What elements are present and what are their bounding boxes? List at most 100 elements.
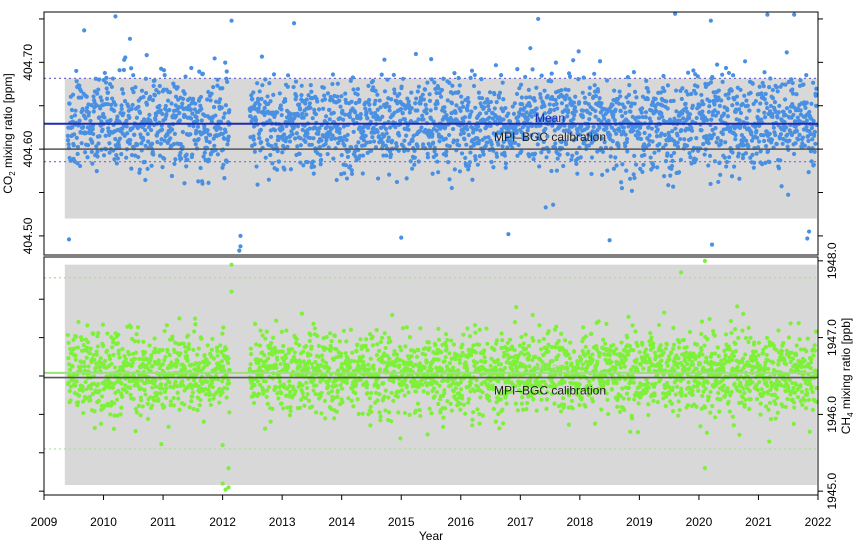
data-point xyxy=(593,93,598,99)
data-point xyxy=(255,379,260,384)
data-point xyxy=(559,331,564,336)
data-point xyxy=(389,390,394,395)
data-point xyxy=(171,395,176,401)
data-point xyxy=(537,164,542,169)
data-point xyxy=(572,105,578,110)
data-point xyxy=(534,408,539,413)
data-point xyxy=(539,73,544,78)
data-point xyxy=(707,99,712,104)
data-point xyxy=(329,389,334,394)
data-point xyxy=(791,151,797,157)
y-axis-title: CO2 mixing ratio [ppm] xyxy=(1,73,17,194)
data-point xyxy=(300,111,305,116)
data-point xyxy=(737,176,742,181)
data-point xyxy=(149,127,154,133)
data-point xyxy=(433,86,438,92)
data-point xyxy=(291,84,296,90)
data-point xyxy=(83,150,88,155)
data-point xyxy=(457,169,463,174)
data-point xyxy=(224,346,229,352)
data-point xyxy=(618,108,623,113)
data-point xyxy=(502,365,508,371)
data-point xyxy=(139,398,144,403)
data-point xyxy=(97,388,102,393)
data-point xyxy=(436,337,442,342)
data-point xyxy=(422,87,428,92)
data-point xyxy=(84,345,90,350)
data-point xyxy=(253,117,259,122)
data-point xyxy=(454,103,459,108)
data-point xyxy=(499,129,505,134)
data-point xyxy=(274,167,280,172)
data-point xyxy=(143,76,148,81)
data-point xyxy=(457,143,462,148)
data-point xyxy=(273,142,278,147)
data-point xyxy=(464,142,469,147)
data-point-outlier xyxy=(709,242,715,247)
data-point xyxy=(264,329,269,334)
data-point xyxy=(566,87,571,93)
data-point xyxy=(308,135,313,141)
data-point xyxy=(403,344,408,349)
data-point xyxy=(707,153,713,159)
data-point xyxy=(613,155,618,160)
data-point xyxy=(480,390,485,395)
data-point xyxy=(387,172,392,177)
data-point xyxy=(365,391,370,396)
data-point xyxy=(646,385,651,390)
data-point xyxy=(475,384,480,390)
data-point xyxy=(400,326,406,331)
data-point xyxy=(701,102,706,107)
data-point xyxy=(604,78,610,83)
data-point xyxy=(517,343,523,348)
data-point xyxy=(441,378,447,383)
data-point xyxy=(167,90,173,95)
data-point xyxy=(304,97,309,102)
data-point xyxy=(318,152,323,158)
data-point xyxy=(565,151,570,157)
data-point xyxy=(397,133,402,138)
data-point xyxy=(645,380,651,386)
data-point xyxy=(444,347,449,352)
data-point-outlier xyxy=(291,21,297,26)
data-point xyxy=(431,140,436,145)
data-point xyxy=(98,364,103,370)
data-point xyxy=(442,359,447,364)
data-point xyxy=(487,107,492,113)
data-point xyxy=(292,350,298,355)
data-point xyxy=(209,119,214,124)
data-point xyxy=(90,127,95,132)
data-point xyxy=(559,88,564,93)
data-point xyxy=(453,110,458,115)
data-point xyxy=(110,385,115,390)
data-point xyxy=(360,354,365,359)
data-point xyxy=(250,96,255,102)
data-point xyxy=(492,347,497,352)
data-point xyxy=(635,343,640,348)
data-point xyxy=(177,407,182,412)
data-point xyxy=(416,159,421,164)
data-point xyxy=(723,140,728,145)
data-point xyxy=(154,133,159,138)
data-point xyxy=(418,101,423,106)
data-point xyxy=(105,101,110,107)
data-point xyxy=(95,382,101,387)
data-point xyxy=(316,343,322,348)
data-point xyxy=(455,353,461,358)
data-point-outlier xyxy=(765,12,770,17)
data-point xyxy=(682,137,687,142)
data-point xyxy=(631,69,637,75)
data-point xyxy=(74,379,79,384)
data-point xyxy=(593,114,598,119)
data-point xyxy=(537,323,542,328)
data-point xyxy=(227,410,232,415)
data-point xyxy=(196,136,201,142)
data-point xyxy=(301,163,306,168)
data-point xyxy=(476,90,482,95)
data-point xyxy=(404,325,409,330)
data-point xyxy=(702,152,707,157)
data-point xyxy=(371,366,376,372)
data-point xyxy=(371,363,376,368)
data-point xyxy=(489,159,494,165)
data-point xyxy=(266,385,272,390)
